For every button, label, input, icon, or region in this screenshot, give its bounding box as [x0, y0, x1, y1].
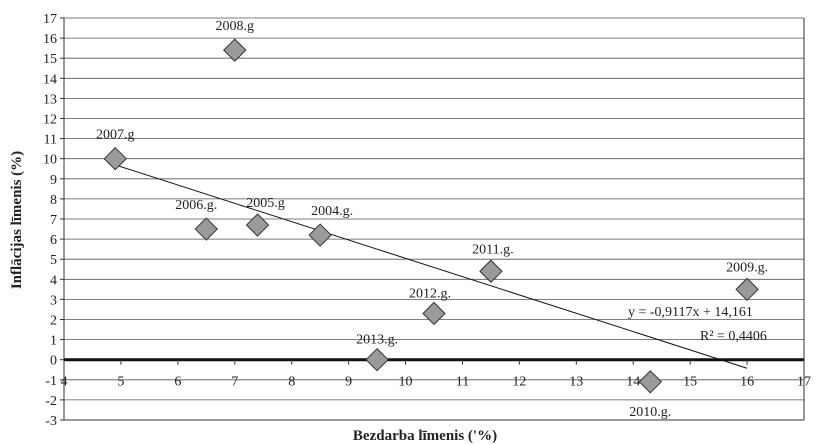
y-tick-label: 11 — [44, 133, 57, 148]
x-tick-label: 13 — [569, 375, 583, 390]
x-tick-label: 12 — [512, 375, 526, 390]
data-point — [245, 213, 270, 237]
x-tick-label: 4 — [61, 375, 68, 390]
y-tick-label: 6 — [50, 233, 57, 248]
data-point — [479, 259, 503, 283]
x-tick-label: 14 — [626, 375, 640, 390]
x-tick-label: 9 — [345, 375, 352, 390]
x-tick-label: 17 — [797, 375, 811, 390]
y-tick-label: -2 — [45, 394, 57, 409]
y-tick-label: 8 — [50, 193, 57, 208]
x-tick-label: 8 — [288, 375, 295, 390]
y-tick-label: 0 — [50, 354, 57, 369]
data-label: 2005.g — [246, 196, 285, 211]
data-label: 2009.g. — [726, 260, 768, 275]
point-labels: 2004.g. 2005.g 2006.g. 2007.g 2008.g 2009.g. 2… — [96, 19, 768, 420]
y-tick-label: 13 — [43, 92, 57, 107]
x-tick-label: 15 — [683, 375, 697, 390]
y-tick-label: -1 — [45, 374, 57, 389]
y-tick-label: 2 — [50, 314, 57, 329]
trendline — [115, 164, 748, 369]
x-tick-label: 5 — [117, 375, 124, 390]
y-tick-label: 7 — [50, 213, 57, 228]
data-point — [638, 370, 663, 394]
axes — [60, 17, 805, 421]
y-axis-label: Inflācijas līmenis (%) — [9, 151, 25, 289]
x-tick-label: 6 — [174, 375, 181, 390]
trendline-equation: y = -0,9117x + 14,161 — [628, 305, 753, 320]
y-tick-label: 12 — [43, 113, 57, 128]
data-label: 2008.g — [216, 19, 255, 34]
trendline-group — [115, 164, 748, 369]
x-tick-label: 16 — [740, 375, 754, 390]
y-tick-label: 15 — [43, 52, 57, 67]
data-point — [365, 347, 389, 372]
data-point — [735, 277, 759, 302]
data-label: 2011.g. — [472, 242, 513, 257]
data-label: 2010.g. — [629, 405, 671, 420]
y-tick-label: 1 — [50, 334, 57, 349]
data-point — [308, 223, 332, 247]
y-tick-label: 3 — [50, 293, 57, 308]
x-tick-label: 10 — [399, 375, 413, 390]
y-tick-label: 9 — [50, 173, 57, 188]
data-label: 2006.g. — [175, 198, 217, 213]
y-tick-label: 17 — [43, 12, 57, 27]
y-tick-label: 4 — [50, 273, 57, 288]
x-tick-label: 11 — [456, 375, 469, 390]
x-tick-label: 7 — [231, 375, 238, 390]
grid-lines — [64, 17, 804, 421]
y-tick-label: 14 — [43, 72, 57, 87]
y-tick-label: -3 — [45, 414, 57, 429]
data-point — [103, 146, 127, 171]
y-tick-label: 10 — [43, 153, 57, 168]
trendline-r-squared: R² = 0,4406 — [700, 329, 767, 344]
data-label: 2004.g. — [311, 204, 353, 219]
data-point — [194, 217, 219, 241]
y-tick-label: 16 — [43, 32, 57, 47]
data-points — [103, 38, 759, 394]
y-tick-label: 5 — [50, 253, 57, 268]
data-point — [223, 38, 247, 62]
data-point — [422, 301, 446, 326]
x-axis-label: Bezdarba līmenis ('%) — [353, 428, 497, 444]
data-label: 2013.g. — [356, 333, 398, 348]
data-label: 2012.g. — [409, 286, 451, 301]
data-label: 2007.g — [96, 128, 135, 143]
